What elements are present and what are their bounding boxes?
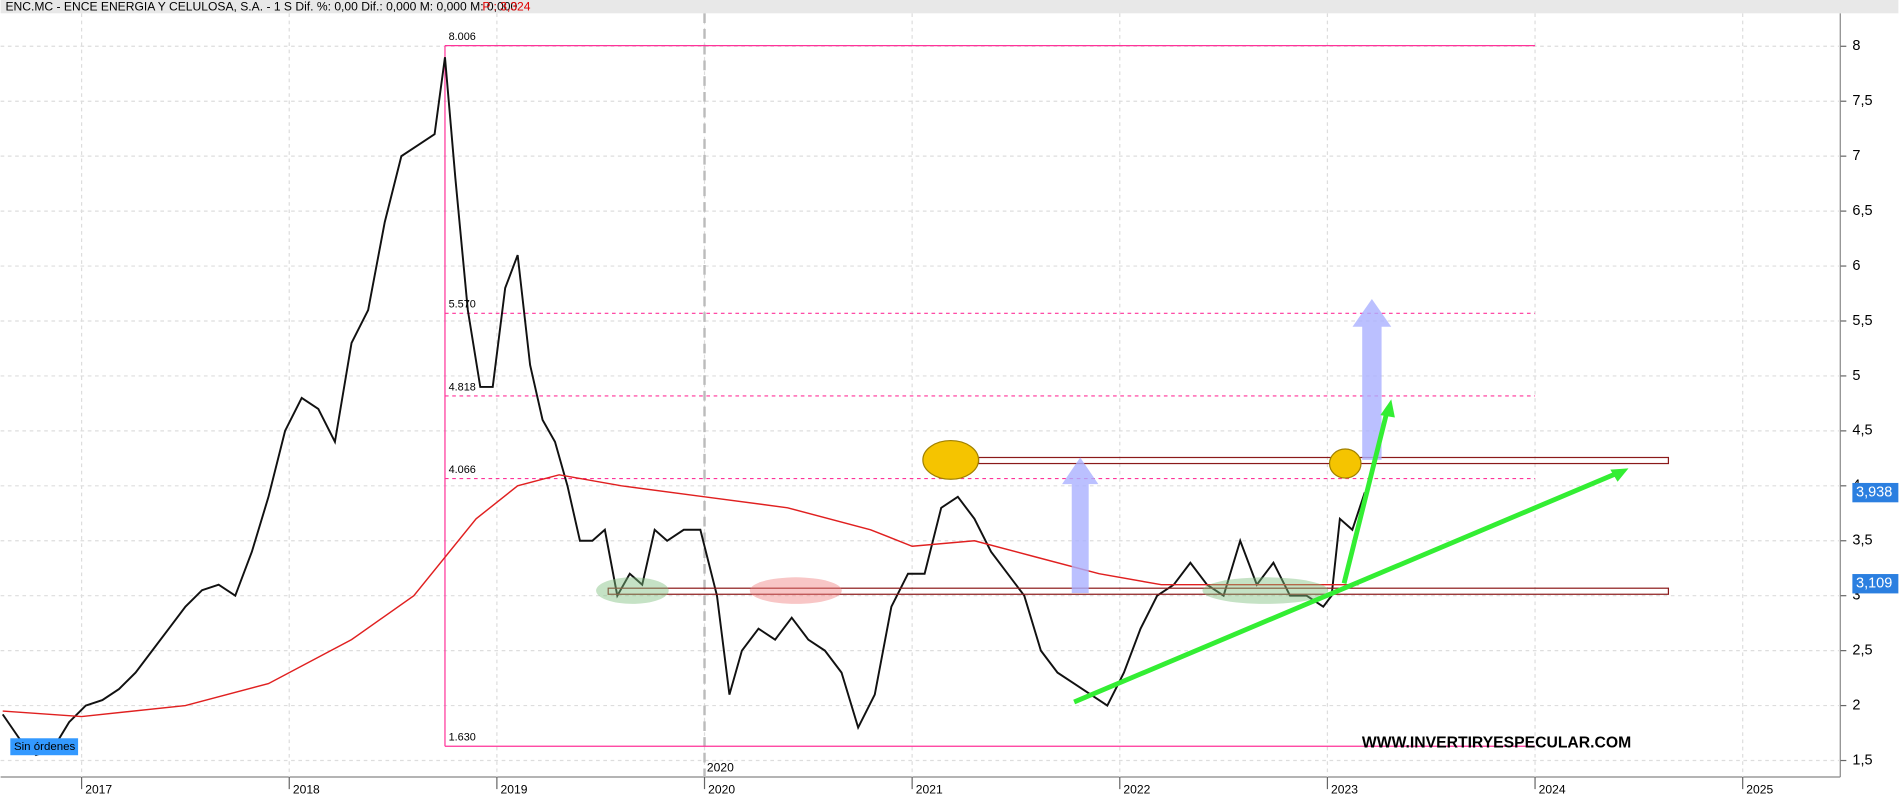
fib-level-label: 8.006 <box>449 31 476 43</box>
highlight <box>922 439 980 480</box>
fib-level-label: 4.066 <box>449 464 476 476</box>
fib-level-label: 4.818 <box>449 381 476 393</box>
fib-level-label: 5.570 <box>449 299 476 311</box>
last-value-label: 3,109 <box>1856 576 1892 592</box>
x-tick-label: 2024 <box>1539 783 1566 797</box>
y-tick-label: 7 <box>1852 148 1860 164</box>
highlight <box>596 577 669 604</box>
arrow-head <box>1380 399 1395 418</box>
trend-line <box>1073 469 1621 705</box>
x-tick-label: 2025 <box>1746 783 1773 797</box>
y-tick-label: 3 <box>1852 588 1860 604</box>
last-value-badge <box>1852 482 1899 503</box>
y-tick-label: 6,5 <box>1852 203 1872 219</box>
x-tick-label: 2021 <box>916 783 943 797</box>
x-tick-label: 2017 <box>85 783 112 797</box>
y-tick-label: 4,5 <box>1852 423 1872 439</box>
y-tick-label: 3,5 <box>1852 533 1872 549</box>
watermark: WWW.INVERTIRYESPECULAR.COM <box>1362 734 1631 751</box>
y-tick-label: 2,5 <box>1852 642 1872 658</box>
highlight <box>1328 448 1362 479</box>
x-tick-label: 2023 <box>1331 783 1358 797</box>
last-value-label: 3,938 <box>1856 484 1892 500</box>
arrow-head <box>1610 468 1629 482</box>
highlight <box>1202 577 1329 604</box>
x-tick-label: 2018 <box>293 783 320 797</box>
chart-title: ENC.MC - ENCE ENERGIA Y CELULOSA, S.A. -… <box>5 0 517 13</box>
last-value-badge <box>1852 574 1899 594</box>
title-bar <box>0 0 1899 14</box>
x-tick-label: 2022 <box>1123 783 1150 797</box>
cursor-label: 2020 <box>707 761 734 775</box>
fib-level-label: 1.630 <box>449 732 476 744</box>
target-arrow <box>1352 298 1392 460</box>
y-tick-label: 5,5 <box>1852 313 1872 329</box>
badge-text: Sin órdenes <box>14 741 76 753</box>
series-line <box>1 57 1366 757</box>
y-tick-label: 5 <box>1852 368 1860 384</box>
target-arrow <box>1062 457 1099 594</box>
trend-line <box>1341 408 1390 584</box>
marks <box>0 13 1841 778</box>
x-tick-label: 2020 <box>708 783 735 797</box>
x-tick-label: 2019 <box>501 783 528 797</box>
highlight <box>749 577 842 604</box>
y-tick-label: 8 <box>1852 38 1860 54</box>
badge <box>10 738 79 756</box>
y-tick-label: 2 <box>1852 697 1860 713</box>
series-line <box>2 474 1359 718</box>
y-tick-label: 6 <box>1852 258 1860 274</box>
support-box <box>607 587 1670 595</box>
y-tick-label: 1,5 <box>1852 752 1872 768</box>
y-tick-label: 7,5 <box>1852 93 1872 109</box>
price-label: P : 3,324 <box>482 0 530 13</box>
